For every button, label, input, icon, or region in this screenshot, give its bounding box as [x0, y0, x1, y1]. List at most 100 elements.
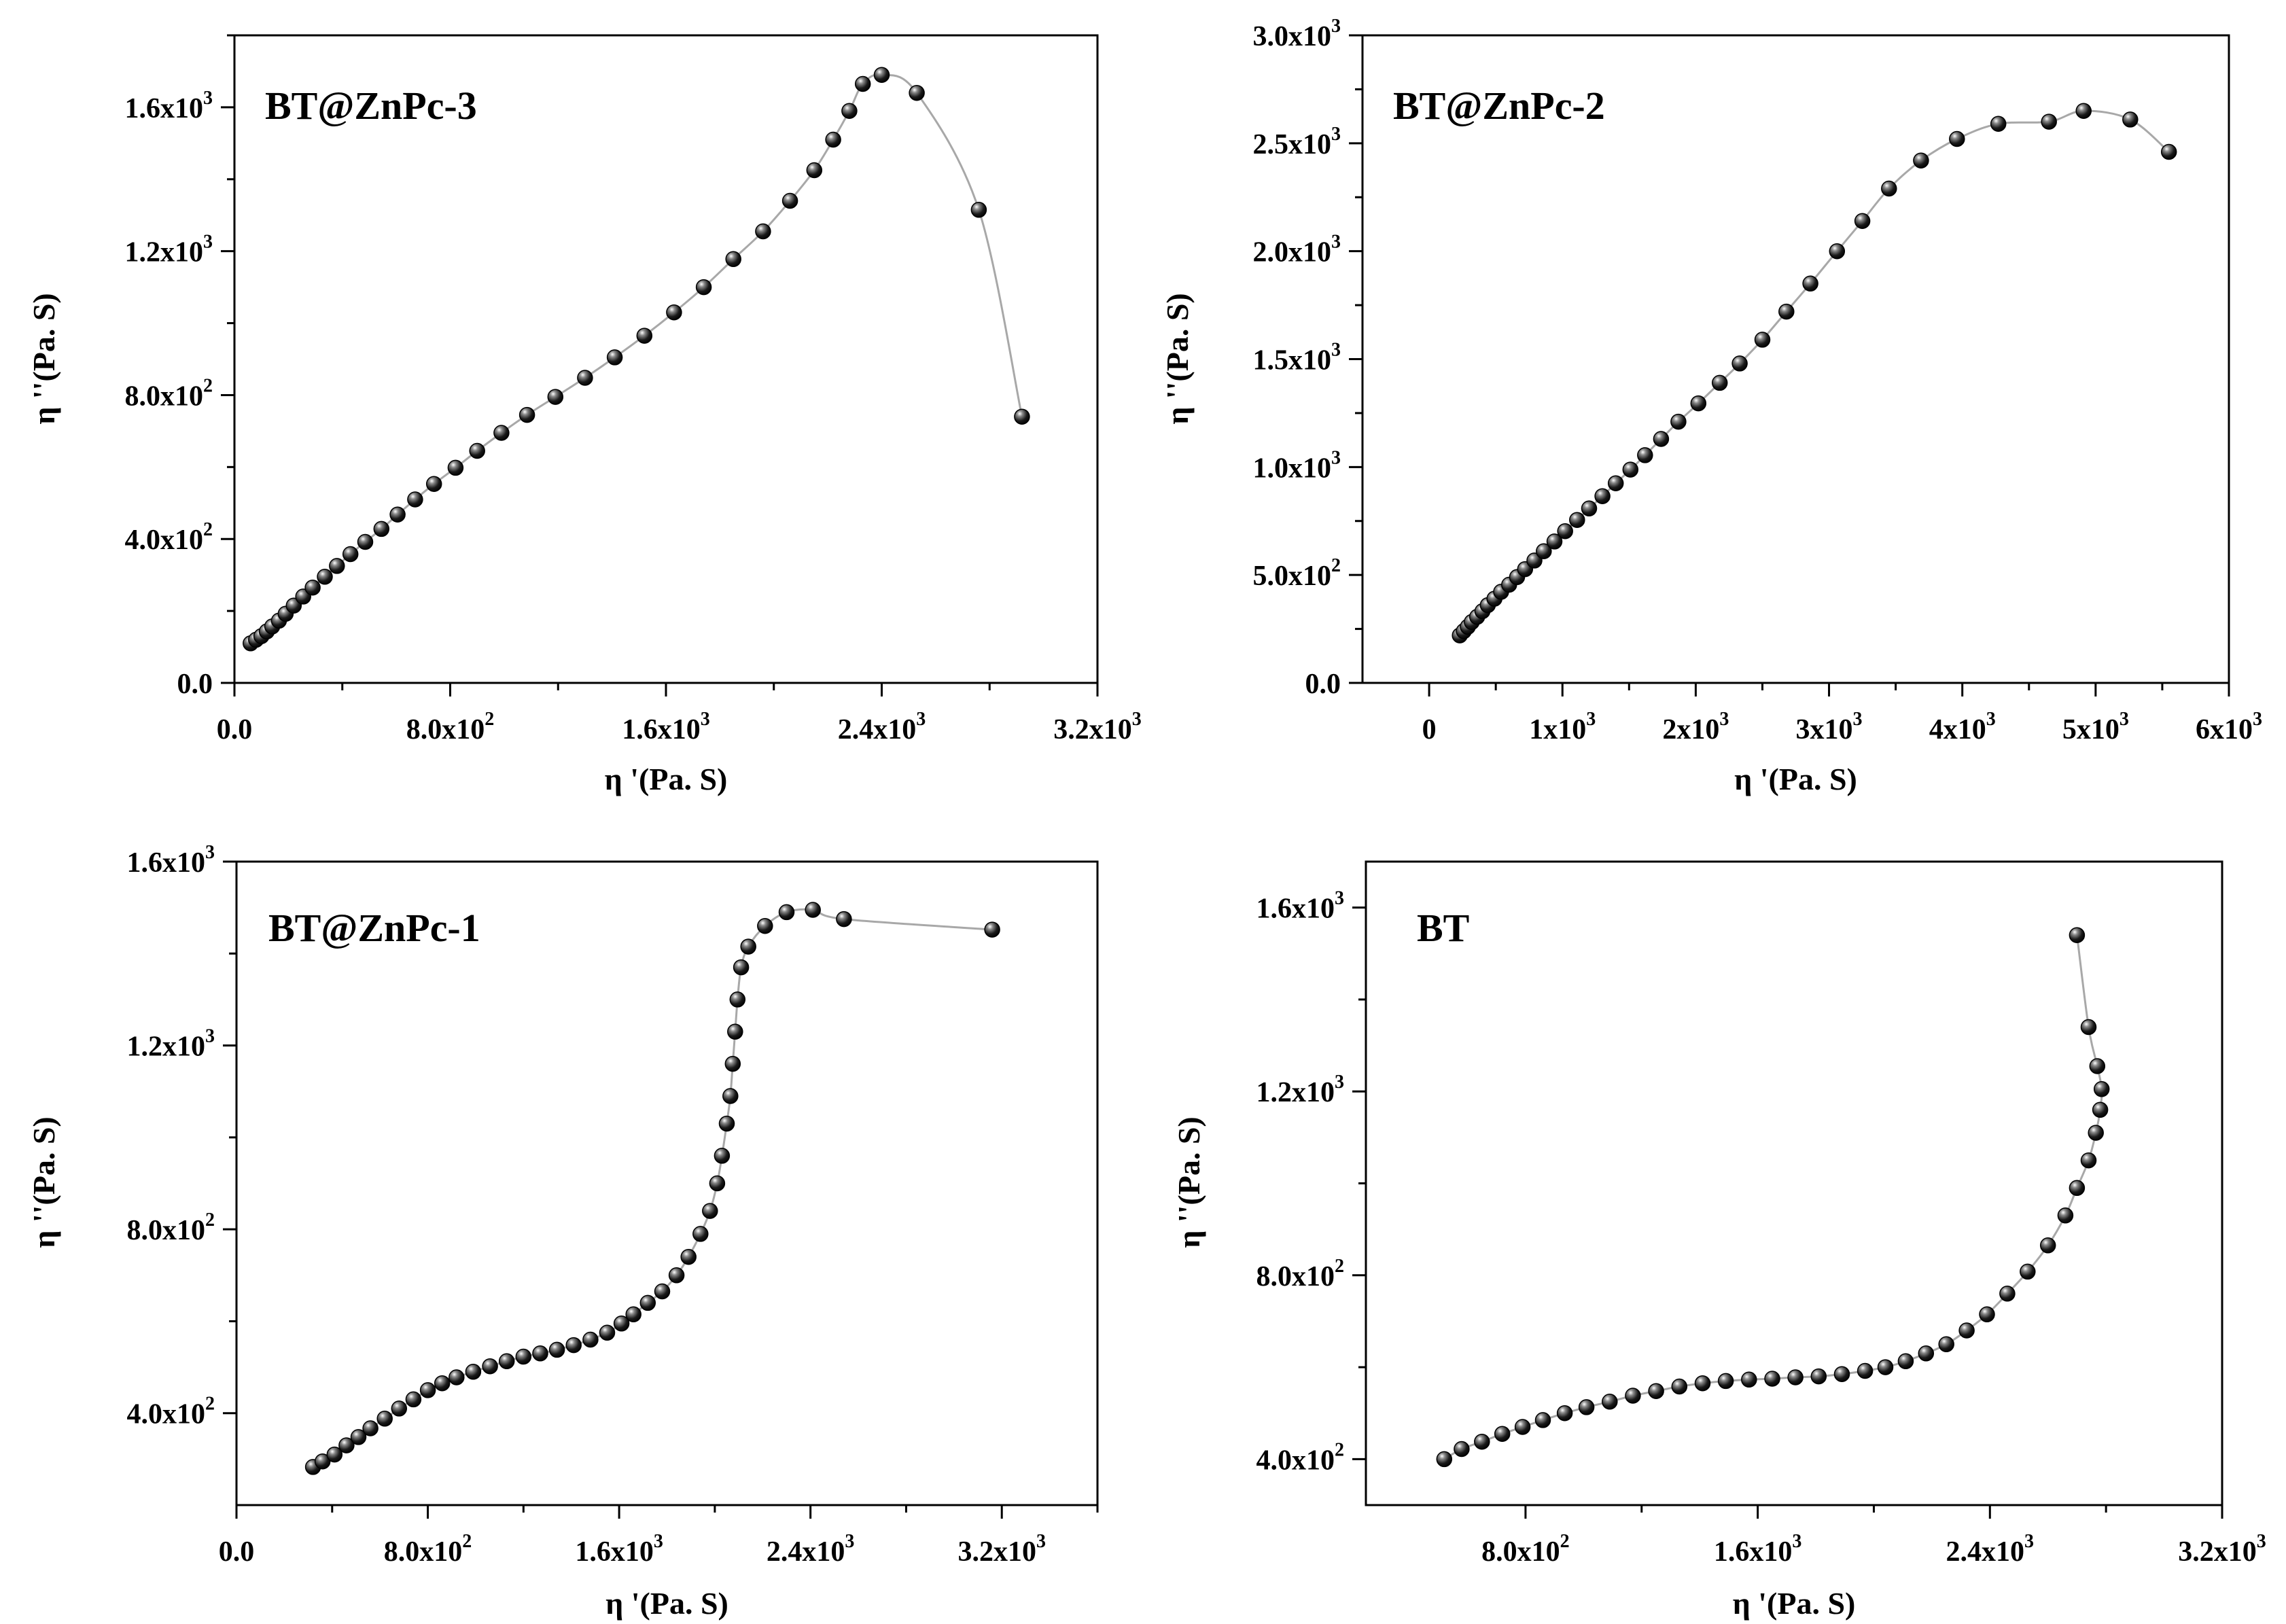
series-line [312, 908, 993, 1468]
data-point [757, 917, 773, 934]
data-point [2160, 143, 2177, 160]
data-point [836, 911, 852, 928]
x-tick-label: 2x103 [1662, 709, 1729, 745]
data-point [1694, 1375, 1711, 1392]
data-point [1594, 488, 1611, 504]
data-point [825, 131, 841, 148]
data-point [493, 425, 510, 441]
data-point [338, 1437, 355, 1453]
data-point [515, 1348, 532, 1365]
y-tick-label: 8.0x102 [1256, 1256, 1345, 1292]
x-axis-label: η '(Pa. S) [605, 762, 728, 796]
y-tick-label: 2.5x103 [1253, 124, 1341, 160]
data-point [1536, 543, 1552, 559]
data-point [350, 1429, 367, 1445]
y-axis-label: η ''(Pa. S) [27, 1116, 61, 1248]
data-point [722, 1088, 739, 1104]
plot-frame [1365, 860, 2223, 1506]
y-tick-label: 1.6x103 [125, 88, 213, 124]
data-point [909, 84, 925, 101]
plot-frame [1361, 34, 2230, 684]
data-point [1717, 1373, 1734, 1390]
y-tick-label: 4.0x102 [125, 519, 213, 556]
data-point [2080, 1019, 2097, 1036]
x-tick-label: 2.4x103 [838, 709, 926, 745]
x-axis-label: η '(Pa. S) [1733, 1586, 1856, 1621]
data-point [1622, 461, 1639, 478]
data-point [1014, 408, 1030, 425]
data-point [740, 938, 756, 955]
x-tick-label: 2.4x103 [767, 1531, 855, 1568]
y-tick-label: 1.5x103 [1253, 340, 1341, 376]
data-point [1578, 1399, 1595, 1415]
data-point [304, 579, 321, 596]
data-point [733, 959, 750, 976]
data-point [639, 1294, 656, 1311]
data-point [1897, 1353, 1914, 1370]
data-point [636, 328, 653, 344]
y-tick-label: 1.2x103 [125, 232, 213, 268]
data-point [518, 406, 535, 423]
x-tick-label: 1.6x103 [622, 709, 710, 745]
data-point [1829, 243, 1846, 260]
data-point [668, 1267, 685, 1284]
y-tick-label: 8.0x102 [127, 1210, 215, 1246]
x-tick-label: 4x103 [1929, 709, 1996, 745]
data-point [599, 1324, 616, 1341]
data-point [391, 1400, 408, 1417]
panel-bt-znpc-2: 0 1x103 2x103 3x103 4x103 5x103 6x103 0.0 5.0x10… [1160, 16, 2262, 796]
data-point [718, 1115, 735, 1132]
data-point [1731, 355, 1748, 372]
data-point [695, 279, 712, 296]
data-point [434, 1375, 451, 1392]
x-tick-label: 1.6x103 [1714, 1531, 1802, 1568]
x-tick-label: 3.2x103 [2178, 1531, 2266, 1568]
y-tick-label: 3.0x103 [1253, 16, 1341, 52]
data-point [724, 1055, 741, 1072]
data-point [469, 442, 485, 459]
data-point [1958, 1322, 1975, 1339]
data-point [357, 533, 374, 550]
data-point [425, 476, 442, 492]
y-tick-label: 2.0x103 [1253, 232, 1341, 268]
y-tick-label: 5.0x102 [1253, 555, 1341, 592]
data-point [577, 370, 593, 386]
data-point [1625, 1388, 1641, 1404]
data-point [1913, 152, 1929, 169]
y-axis-label: η ''(Pa. S) [1172, 1116, 1206, 1248]
data-point [342, 546, 359, 563]
data-point [854, 75, 871, 92]
data-point [1810, 1368, 1827, 1385]
data-point [449, 1369, 465, 1385]
data-point [2020, 1263, 2036, 1280]
data-point [725, 251, 741, 268]
data-point [1653, 431, 1670, 447]
data-point [548, 1341, 565, 1358]
data-point [1671, 1378, 1688, 1395]
data-point [419, 1382, 436, 1398]
panel-title: BT [1417, 906, 1469, 950]
panel-title: BT@ZnPc-3 [265, 84, 477, 128]
data-point [2093, 1081, 2110, 1097]
data-point [970, 202, 987, 218]
x-tick-label: 0.0 [217, 714, 253, 745]
data-point [1741, 1371, 1757, 1388]
x-tick-label: 5x103 [2062, 709, 2129, 745]
data-point [714, 1148, 731, 1164]
data-point [1938, 1336, 1954, 1353]
data-point [407, 491, 423, 508]
y-tick-label: 1.6x103 [1256, 888, 1345, 925]
data-point [1648, 1383, 1664, 1399]
plot-frame [235, 860, 1099, 1506]
x-tick-label: 3x103 [1796, 709, 1863, 745]
data-point [1556, 1405, 1573, 1422]
data-point [326, 1446, 343, 1463]
y-tick-label: 1.2x103 [127, 1026, 215, 1063]
data-point [1690, 395, 1707, 412]
data-point [373, 520, 390, 537]
y-tick-label: 1.2x103 [1256, 1072, 1345, 1108]
data-point [2039, 1237, 2056, 1254]
data-point [1514, 1419, 1531, 1435]
data-point [1979, 1306, 1995, 1323]
data-point [654, 1283, 671, 1300]
